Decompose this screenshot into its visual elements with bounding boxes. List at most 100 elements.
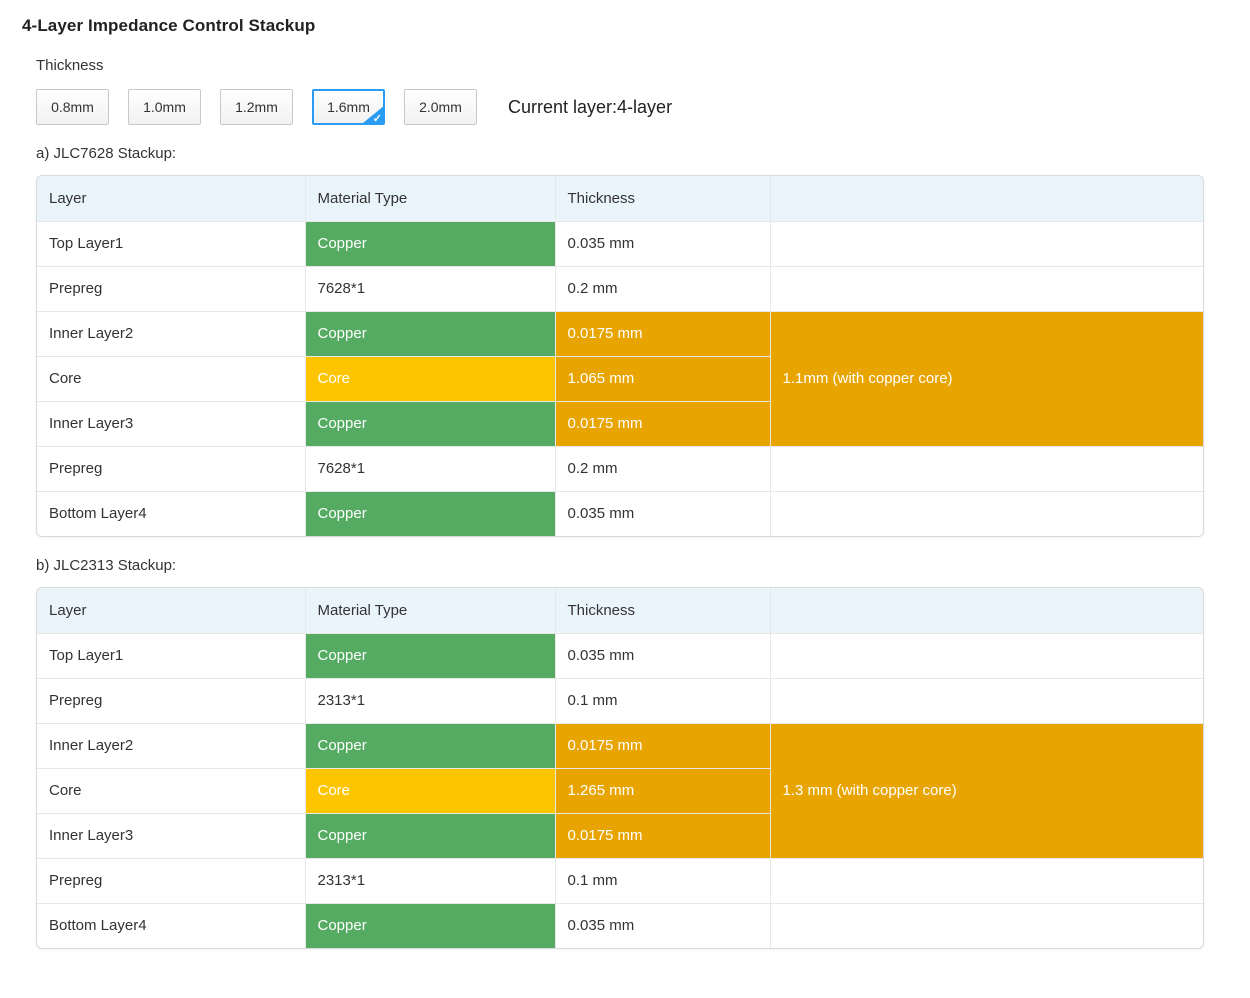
material-cell: Core: [304, 355, 555, 401]
thickness-option-label: 1.0mm: [143, 99, 186, 115]
layer-cell: Bottom Layer4: [37, 902, 305, 948]
material-cell: Copper: [304, 400, 555, 446]
thickness-cell: 0.0175 mm: [554, 310, 770, 356]
thickness-cell: 0.035 mm: [554, 490, 770, 536]
material-cell: Copper: [304, 632, 555, 678]
material-cell: Copper: [304, 812, 555, 858]
thickness-cell: 0.035 mm: [554, 902, 770, 948]
thickness-cell: 0.2 mm: [554, 265, 770, 311]
layer-cell: Inner Layer2: [37, 722, 305, 768]
thickness-option-1.2mm[interactable]: 1.2mm: [220, 89, 293, 125]
thickness-option-label: 0.8mm: [51, 99, 94, 115]
page-content: Thickness 0.8mm 1.0mm 1.2mm 1.6mm ✓ 2.0mm Cur…: [36, 57, 1204, 949]
layer-cell: Inner Layer3: [37, 400, 305, 446]
layer-cell: Top Layer1: [37, 632, 305, 678]
thickness-option-label: 2.0mm: [419, 99, 462, 115]
empty-cell: [769, 632, 1203, 678]
header-row: Layer Material Type Thickness: [37, 588, 1203, 633]
thickness-option-label: 1.2mm: [235, 99, 278, 115]
column-header: Thickness: [554, 176, 770, 221]
material-cell: Core: [304, 767, 555, 813]
table-row: Bottom Layer4 Copper 0.035 mm: [37, 490, 1203, 536]
layer-cell: Top Layer1: [37, 220, 305, 266]
stackup-tables: a) JLC7628 Stackup: Layer Material Type Thi…: [36, 145, 1204, 949]
thickness-button-group: 0.8mm 1.0mm 1.2mm 1.6mm ✓ 2.0mm: [36, 89, 496, 125]
table-row: Inner Layer3 Copper 0.0175 mm: [37, 812, 1203, 858]
thickness-option-2.0mm[interactable]: 2.0mm: [404, 89, 477, 125]
table-row: Inner Layer3 Copper 0.0175 mm: [37, 400, 1203, 446]
layer-cell: Prepreg: [37, 677, 305, 723]
column-header: [769, 588, 1203, 633]
table-row: Top Layer1 Copper 0.035 mm: [37, 220, 1203, 266]
layer-cell: Inner Layer2: [37, 310, 305, 356]
thickness-cell: 1.065 mm: [554, 355, 770, 401]
empty-cell: [769, 220, 1203, 266]
thickness-option-0.8mm[interactable]: 0.8mm: [36, 89, 109, 125]
material-cell: 7628*1: [304, 265, 555, 311]
table-row: Prepreg 2313*1 0.1 mm: [37, 857, 1203, 903]
table-row: Prepreg 7628*1 0.2 mm: [37, 265, 1203, 311]
thickness-cell: 0.0175 mm: [554, 722, 770, 768]
layer-cell: Prepreg: [37, 857, 305, 903]
material-cell: Copper: [304, 722, 555, 768]
empty-cell: [769, 677, 1203, 723]
column-header: Layer: [37, 176, 305, 221]
table-caption: b) JLC2313 Stackup:: [36, 557, 177, 574]
selected-corner-triangle: [362, 106, 383, 123]
thickness-cell: 0.1 mm: [554, 857, 770, 903]
table-row: Bottom Layer4 Copper 0.035 mm: [37, 902, 1203, 948]
core-total-note-cell: 1.1mm (with copper core): [769, 310, 1203, 446]
check-icon: ✓: [372, 113, 382, 125]
table-row: Prepreg 2313*1 0.1 mm: [37, 677, 1203, 723]
material-cell: Copper: [304, 310, 555, 356]
thickness-option-1.0mm[interactable]: 1.0mm: [128, 89, 201, 125]
layer-cell: Prepreg: [37, 265, 305, 311]
column-header: Layer: [37, 588, 305, 633]
column-header: Material Type: [304, 588, 555, 633]
material-cell: 2313*1: [304, 857, 555, 903]
thickness-cell: 0.1 mm: [554, 677, 770, 723]
table-row: Top Layer1 Copper 0.035 mm: [37, 632, 1203, 678]
layer-cell: Bottom Layer4: [37, 490, 305, 536]
table-caption: a) JLC7628 Stackup:: [36, 145, 177, 162]
material-cell: Copper: [304, 220, 555, 266]
stackup-table-container: Layer Material Type Thickness Top Layer1 Cop…: [36, 175, 1204, 537]
material-cell: 7628*1: [304, 445, 555, 491]
current-layer-text: Current layer:4-layer: [508, 96, 673, 117]
table-row: Inner Layer2 Copper 0.0175 mm 1.3 mm (with …: [37, 722, 1203, 858]
thickness-option-label: 1.6mm: [327, 99, 370, 115]
thickness-options-row: 0.8mm 1.0mm 1.2mm 1.6mm ✓ 2.0mm Current layer…: [36, 89, 1204, 125]
header-row: Layer Material Type Thickness: [37, 176, 1203, 221]
layer-cell: Core: [37, 767, 305, 813]
material-cell: Copper: [304, 490, 555, 536]
column-header: Material Type: [304, 176, 555, 221]
empty-cell: [769, 490, 1203, 536]
table-row: Core Core 1.265 mm: [37, 767, 1203, 813]
empty-cell: [769, 445, 1203, 491]
material-cell: 2313*1: [304, 677, 555, 723]
thickness-cell: 0.035 mm: [554, 632, 770, 678]
thickness-option-1.6mm[interactable]: 1.6mm ✓: [312, 89, 385, 125]
thickness-cell: 1.265 mm: [554, 767, 770, 813]
empty-cell: [769, 902, 1203, 948]
table-row: Inner Layer2 Copper 0.0175 mm 1.1mm (with c…: [37, 310, 1203, 446]
table-row: Prepreg 7628*1 0.2 mm: [37, 445, 1203, 491]
thickness-cell: 0.0175 mm: [554, 812, 770, 858]
core-total-note-cell: 1.3 mm (with copper core): [769, 722, 1203, 858]
stackup-table: Layer Material Type Thickness Top Layer1 Cop…: [37, 588, 1203, 948]
table-row: Core Core 1.065 mm: [37, 355, 1203, 401]
column-header: Thickness: [554, 588, 770, 633]
material-cell: Copper: [304, 902, 555, 948]
stackup-table: Layer Material Type Thickness Top Layer1 Cop…: [37, 176, 1203, 536]
thickness-cell: 0.2 mm: [554, 445, 770, 491]
layer-cell: Core: [37, 355, 305, 401]
thickness-label: Thickness: [36, 57, 104, 74]
layer-cell: Inner Layer3: [37, 812, 305, 858]
empty-cell: [769, 265, 1203, 311]
stackup-page: 4-Layer Impedance Control Stackup Thickn…: [22, 16, 1204, 949]
page-title: 4-Layer Impedance Control Stackup: [22, 16, 316, 35]
empty-cell: [769, 857, 1203, 903]
stackup-table-container: Layer Material Type Thickness Top Layer1 Cop…: [36, 587, 1204, 949]
thickness-cell: 0.035 mm: [554, 220, 770, 266]
column-header: [769, 176, 1203, 221]
